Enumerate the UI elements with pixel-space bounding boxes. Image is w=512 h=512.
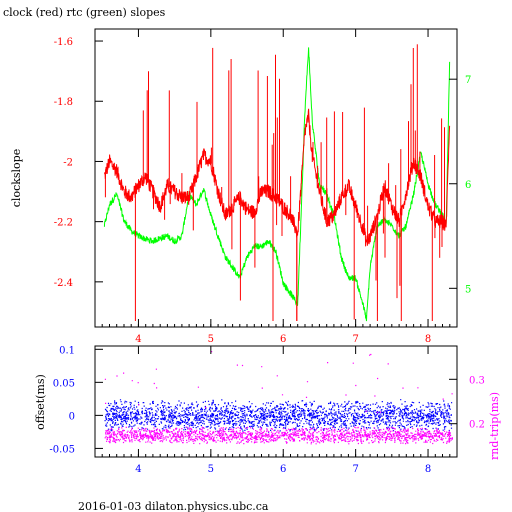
y2-tick-label: 0.3 [469, 375, 485, 386]
chart-title: clock (red) rtc (green) slopes [3, 6, 166, 19]
y2-tick-label: 7 [465, 75, 471, 86]
x-tick-label: 5 [208, 464, 214, 475]
y-tick-label: -1.6 [54, 37, 73, 48]
x-tick-label: 6 [280, 464, 286, 475]
y2-tick-label: 0.2 [469, 420, 485, 431]
x-tick-label: 7 [352, 334, 358, 345]
y-axis-label-clockslope: clockslope [10, 149, 23, 207]
x-tick-label: 5 [208, 334, 214, 345]
offset-series-points [104, 399, 453, 433]
roundtrip-series-points [104, 351, 453, 445]
x-tick-label: 8 [425, 464, 431, 475]
y2-tick-label: 6 [465, 180, 471, 191]
y-tick-label: -2.2 [54, 218, 73, 229]
rtc-series-line [103, 47, 451, 322]
x-tick-label: 8 [425, 334, 431, 345]
y-axis-label-offset: offset(ms) [34, 374, 47, 430]
y2-tick-label: 5 [465, 284, 471, 295]
x-tick-label: 6 [280, 334, 286, 345]
offset-panel: 4 5 6 7 8 0.1 0.05 0 -0.05 0.3 0.2 offset(ms) rnd-… [34, 345, 501, 475]
x-tick-label: 7 [352, 464, 358, 475]
slope-marks: 4 5 6 7 8 -1.6 -1.8 -2 -2.2 -2.4 5 6 7 [54, 29, 471, 345]
offset-marks: 4 5 6 7 8 0.1 0.05 0 -0.05 0.3 0.2 [49, 345, 485, 475]
y-tick-label: 0 [69, 411, 75, 422]
y2-axis-label-roundtrip: rnd-trip(ms) [488, 392, 501, 460]
x-tick-label: 4 [135, 334, 141, 345]
x-tick-label: 4 [135, 464, 141, 475]
slope-panel: 4 5 6 7 8 -1.6 -1.8 -2 -2.2 -2.4 5 6 7 clockslope [10, 28, 471, 345]
y-tick-label: -0.05 [49, 444, 75, 455]
y-tick-label: -2.4 [54, 278, 73, 289]
y-tick-label: 0.1 [59, 345, 75, 356]
footer-text: 2016-01-03 dilaton.physics.ubc.ca [78, 500, 269, 512]
y-tick-label: -2 [63, 157, 73, 168]
y-tick-label: 0.05 [53, 378, 75, 389]
y-tick-label: -1.8 [54, 97, 73, 108]
